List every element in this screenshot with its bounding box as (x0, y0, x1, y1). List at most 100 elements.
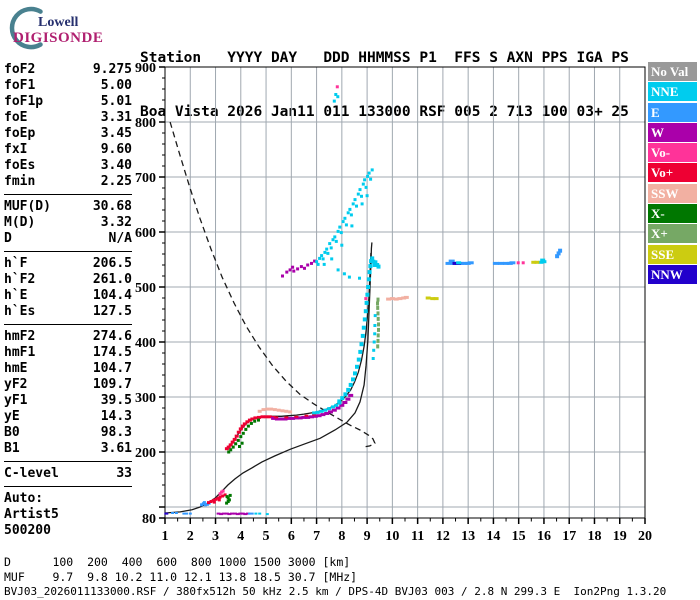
param-value: 9.275 (92, 62, 132, 77)
e-cluster-vom (218, 489, 225, 496)
x-tick-label: 20 (638, 529, 652, 544)
param-row-fmin: fmin 2.25 (4, 174, 132, 190)
param-value: 14.3 (100, 409, 132, 424)
param-row-fof1p: foF1p 5.01 (4, 94, 132, 110)
legend-item-nnw: NNW (648, 264, 697, 284)
hop-band-w (281, 259, 317, 278)
x-tick-label: 19 (613, 529, 627, 544)
x-tick-label: 17 (562, 529, 576, 544)
y-axis-tick-labels: 900 800 700 600 500 400 300 200 80 (135, 61, 156, 527)
param-value: 174.5 (92, 345, 132, 360)
x-tick-label: 9 (364, 529, 371, 544)
legend-item-nne: NNE (648, 82, 697, 102)
x-tick-label: 8 (338, 529, 345, 544)
param-row-he: h`E 104.4 (4, 288, 132, 304)
legend-item-sse: SSE (648, 244, 697, 264)
param-label: h`F2 (4, 272, 36, 287)
f1-trace-xm (227, 418, 260, 454)
y-tick-label: 200 (135, 446, 156, 461)
x-tick-label: 16 (537, 529, 551, 544)
legend-item-e: E (648, 102, 697, 122)
param-row-hes: h`Es 127.5 (4, 304, 132, 320)
param-label: foEs (4, 158, 36, 173)
param-value: 5.01 (100, 94, 132, 109)
x-tick-label: 7 (313, 529, 320, 544)
x-tick-label: 12 (436, 529, 450, 544)
param-value: 98.3 (100, 425, 132, 440)
x-tick-label: 13 (461, 529, 475, 544)
param-value: 9.60 (100, 142, 132, 157)
station-header: Station YYYY DAY DDD HHMMSS P1 FFS S AXN… (140, 13, 629, 157)
param-row-clevel: C-level 33 (4, 466, 132, 482)
y-tick-label: 900 (135, 61, 156, 76)
x-tick-label: 18 (587, 529, 601, 544)
lowell-digisonde-logo: Lowell DIGISONDE (6, 4, 116, 54)
plot-curves (164, 121, 376, 514)
logo-arc-icon (9, 6, 43, 50)
param-label: hmF1 (4, 345, 36, 360)
param-separator (4, 194, 132, 195)
f1-trace-vop (224, 415, 276, 451)
plateau-vop-dashes (274, 413, 317, 419)
logo-text-lowell: Lowell (38, 15, 79, 30)
param-row-fof2: foF2 9.275 (4, 62, 132, 78)
spread478-ssw (386, 295, 409, 301)
top-dots-vom (335, 85, 339, 89)
x-tick-label: 1 (162, 529, 169, 544)
param-label: h`E (4, 288, 28, 303)
echo-series (164, 85, 563, 516)
param-row-b0: B0 98.3 (4, 425, 132, 441)
param-label: hmE (4, 361, 28, 376)
param-value: 104.7 (92, 361, 132, 376)
param-label: yE (4, 409, 20, 424)
param-row-md: M(D) 3.32 (4, 215, 132, 231)
measurement-info-line: BVJ03_2026011133000.RSF / 380fx512h 50 k… (4, 585, 667, 598)
param-row-foep: foEp 3.45 (4, 126, 132, 142)
parameter-panel: foF2 9.275 foF1 5.00 foF1p 5.01 foE 3.31 foEp 3.4… (4, 62, 132, 539)
param-separator (4, 461, 132, 462)
e-cluster-xm (225, 493, 232, 505)
es-spread-w (216, 512, 250, 516)
param-value: 3.40 (100, 158, 132, 173)
param-value: 3.31 (100, 110, 132, 125)
param-row-hf2: h`F2 261.0 (4, 272, 132, 288)
legend-item-x-: X- (648, 204, 697, 224)
param-row-fxi: fxI 9.60 (4, 142, 132, 158)
station-header-values: Boa Vista 2026 Jan11 011 133000 RSF 005 … (140, 104, 629, 120)
param-value: 2.25 (100, 174, 132, 189)
param-label: foF2 (4, 62, 36, 77)
plot-axes (159, 66, 646, 524)
autoscaling-info-line: Artist5 (4, 507, 59, 522)
hop-band-nne (315, 168, 374, 280)
param-label: fmin (4, 174, 36, 189)
param-label: h`F (4, 256, 28, 271)
x-axis-tick-labels: 1 2 3 4 5 6 7 8 9 10 11 12 13 14 15 16 17 18 19 20 (162, 529, 653, 544)
es-spread-nne (254, 512, 269, 516)
param-row-foes: foEs 3.40 (4, 158, 132, 174)
param-value: 261.0 (92, 272, 132, 287)
param-label: D (4, 231, 12, 246)
distance-row: D 100 200 400 600 800 1000 1500 3000 [km… (4, 555, 351, 569)
param-label: fxI (4, 142, 28, 157)
hop560-e (555, 248, 563, 259)
x-tick-label: 2 (187, 529, 194, 544)
param-row-hf: h`F 206.5 (4, 256, 132, 272)
param-value: 33 (116, 466, 132, 481)
param-label: h`Es (4, 304, 36, 319)
x-tick-label: 4 (237, 529, 244, 544)
param-value: 274.6 (92, 329, 132, 344)
legend-item-x+: X+ (648, 224, 697, 244)
param-label: yF2 (4, 377, 28, 392)
autoscaling-info-line: Auto: (4, 491, 44, 506)
legend-item-noval: No Val (648, 62, 697, 81)
muf-transmission-curve (169, 121, 376, 448)
param-label: foE (4, 110, 28, 125)
param-value: 206.5 (92, 256, 132, 271)
hop540-nne (456, 258, 547, 265)
param-value: 39.5 (100, 393, 132, 408)
f2-rise-nne-right (371, 314, 377, 360)
plot-grid (165, 66, 646, 518)
param-value: 3.61 (100, 441, 132, 456)
